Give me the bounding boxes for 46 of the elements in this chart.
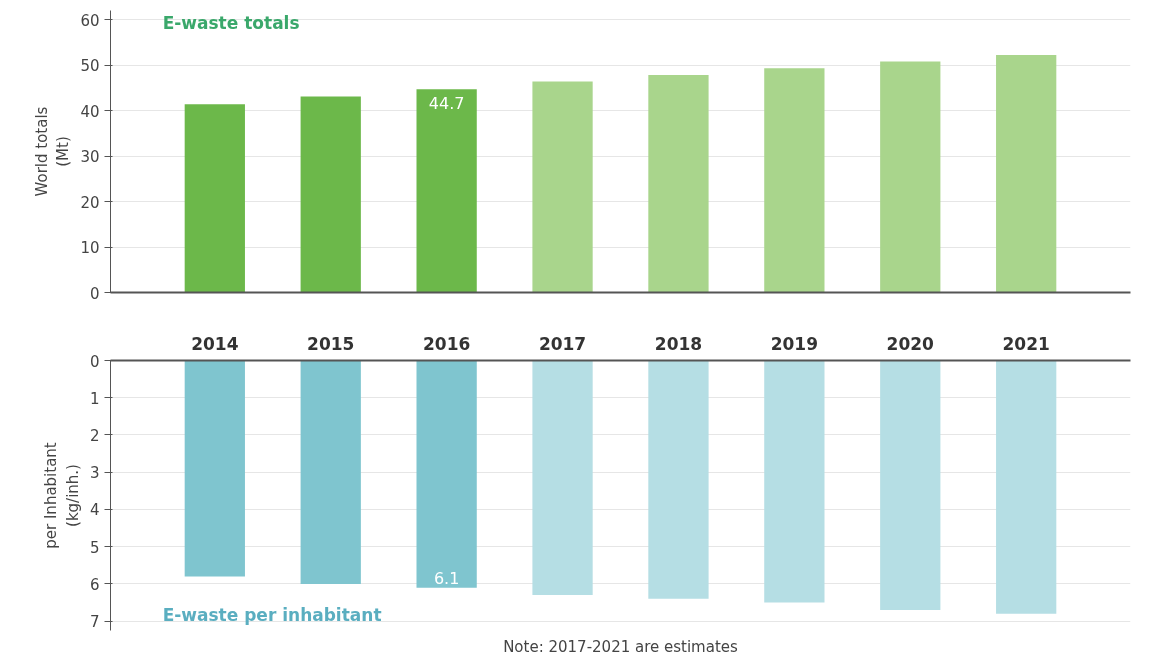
y-axis-title: per Inhabitant (kg/inh.) [42, 442, 82, 549]
x-tick-label: 2015 [307, 333, 355, 354]
bar [880, 61, 941, 293]
x-tick-label: 2016 [422, 333, 471, 354]
bar [880, 360, 941, 611]
y-tick-label: 20 [80, 193, 100, 212]
y-tick-label: 4 [89, 501, 100, 520]
x-tick-label: 2020 [886, 333, 935, 354]
y-tick-label: 50 [80, 57, 100, 76]
bar [300, 96, 361, 293]
bar [300, 360, 361, 584]
y-tick-label: 1 [89, 389, 100, 408]
x-tick-label: 2019 [770, 333, 819, 354]
chart-title: E-waste totals [162, 12, 300, 33]
y-tick-label: 40 [80, 102, 100, 121]
bar [532, 81, 593, 293]
y-tick-label: 6 [89, 575, 100, 594]
y-axis-title: World totals (Mt) [32, 106, 73, 197]
x-tick-label: 2017 [538, 333, 587, 354]
y-tick-label: 0 [89, 284, 100, 303]
bar [532, 360, 593, 596]
x-tick-label: 2014 [191, 333, 239, 354]
bar [996, 360, 1057, 614]
y-tick-label: 2 [89, 426, 100, 445]
x-tick-label: 2018 [654, 333, 703, 354]
bar [996, 55, 1057, 293]
bar [764, 360, 825, 603]
y-tick-label: 3 [89, 464, 100, 483]
y-tick-label: 10 [80, 239, 100, 258]
bar [648, 360, 709, 599]
x-tick-label: 2021 [1002, 333, 1050, 354]
bar [416, 360, 477, 588]
y-tick-label: 5 [89, 538, 100, 557]
data-label: 6.1 [433, 568, 460, 588]
bar [184, 104, 245, 293]
y-tick-label: 0 [89, 352, 100, 371]
y-tick-label: 60 [80, 11, 100, 30]
text: E-waste per inhabitant [162, 604, 382, 625]
bar [764, 68, 825, 293]
y-tick-label: 7 [89, 613, 100, 632]
bar [416, 89, 477, 293]
bar [648, 75, 709, 293]
data-label: 44.7 [428, 94, 465, 114]
text: Note: 2017-2021 are estimates [503, 637, 739, 656]
bar [184, 360, 245, 577]
y-tick-label: 30 [80, 148, 100, 167]
